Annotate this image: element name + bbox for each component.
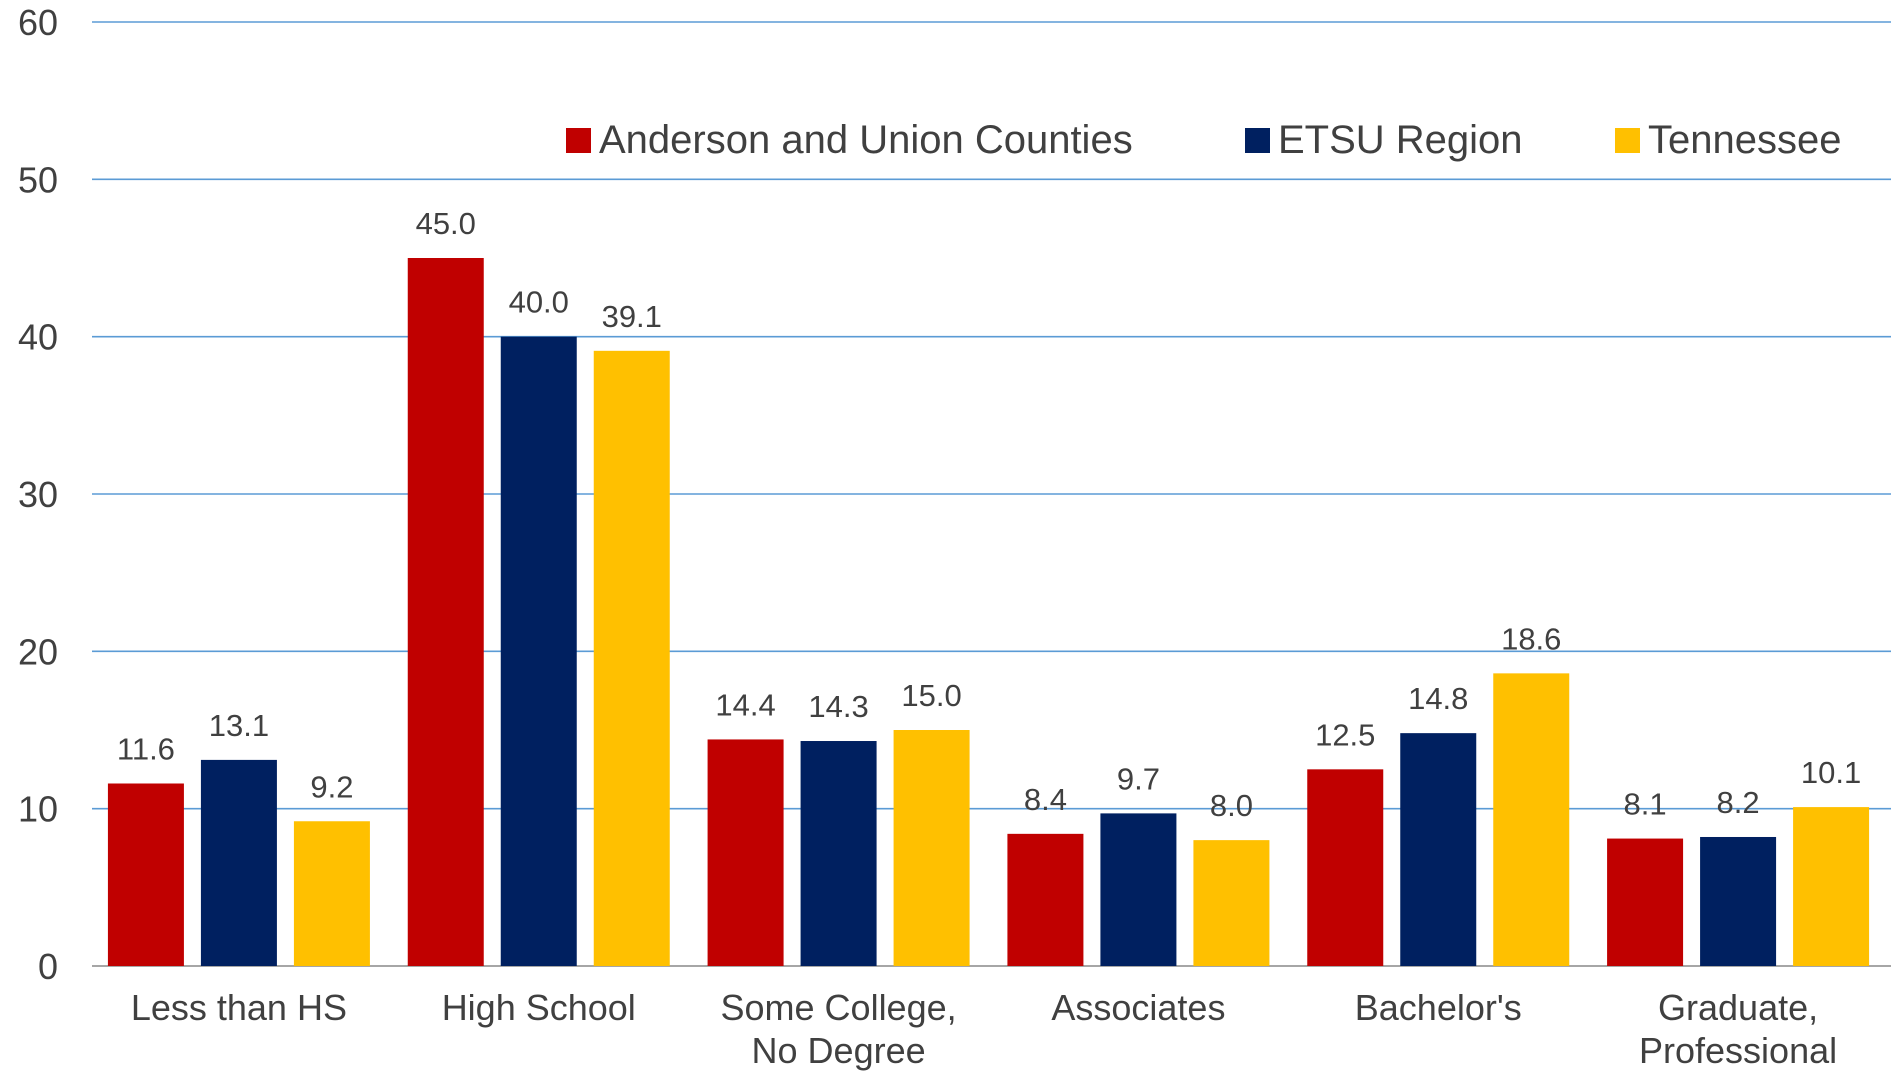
- data-label: 9.7: [1117, 761, 1160, 796]
- y-tick-label: 40: [18, 317, 58, 358]
- bar: [1400, 733, 1477, 966]
- data-labels: 11.6 13.1 9.2 45.0 40.0 39.1 14.4 14.3 15.0 8.4 9.…: [117, 206, 1861, 823]
- bar: [1700, 836, 1777, 966]
- legend: Anderson and Union Counties ETSU Region Te…: [566, 118, 1841, 162]
- x-tick-label: Less than HS: [131, 987, 347, 1028]
- y-tick-label: 0: [38, 946, 58, 987]
- data-label: 39.1: [602, 299, 662, 334]
- x-tick-label: Some College, No Degree: [721, 987, 957, 1071]
- x-axis-ticks: Less than HS High School Some College, No D…: [131, 987, 1837, 1071]
- data-label: 15.0: [901, 678, 961, 713]
- legend-swatch: [566, 128, 591, 153]
- bar: [107, 783, 184, 966]
- bar: [1193, 840, 1270, 966]
- y-tick-label: 60: [18, 2, 58, 43]
- bar: [893, 730, 970, 966]
- bar: [800, 741, 877, 966]
- bar: [407, 258, 484, 966]
- data-label: 11.6: [117, 731, 175, 766]
- bar: [1607, 838, 1684, 966]
- bar: [1493, 673, 1570, 966]
- data-label: 9.2: [310, 769, 353, 804]
- bar: [500, 336, 577, 967]
- x-tick-label: Associates: [1051, 987, 1225, 1028]
- data-label: 14.4: [715, 687, 775, 722]
- legend-label: ETSU Region: [1278, 118, 1523, 162]
- bar: [200, 759, 277, 966]
- bar: [1100, 813, 1177, 966]
- data-label: 14.3: [808, 689, 868, 724]
- y-tick-label: 50: [18, 159, 58, 200]
- y-axis-ticks: 0 10 20 30 40 50 60: [18, 2, 58, 987]
- data-label: 40.0: [509, 285, 569, 320]
- x-tick-label: High School: [442, 987, 636, 1028]
- y-tick-label: 20: [18, 631, 58, 672]
- data-label: 8.0: [1210, 788, 1253, 823]
- y-tick-label: 10: [18, 789, 58, 830]
- legend-swatch: [1615, 128, 1640, 153]
- legend-label: Tennessee: [1648, 118, 1841, 162]
- gridlines: [92, 21, 1891, 967]
- data-label: 8.4: [1024, 782, 1067, 817]
- data-label: 10.1: [1801, 755, 1861, 790]
- data-label: 12.5: [1315, 717, 1375, 752]
- data-label: 18.6: [1501, 621, 1561, 656]
- bar: [593, 350, 670, 966]
- data-label: 8.2: [1717, 785, 1760, 820]
- y-tick-label: 30: [18, 474, 58, 515]
- x-tick-label: Graduate, Professional: [1639, 987, 1837, 1071]
- legend-swatch: [1245, 128, 1270, 153]
- bar: [1793, 807, 1870, 966]
- bar: [293, 821, 370, 966]
- bars: [107, 258, 1870, 967]
- data-label: 8.1: [1624, 787, 1667, 822]
- x-tick-label: Bachelor's: [1355, 987, 1522, 1028]
- bar: [1307, 769, 1384, 966]
- data-label: 14.8: [1408, 681, 1468, 716]
- data-label: 13.1: [209, 708, 269, 743]
- legend-label: Anderson and Union Counties: [599, 118, 1133, 162]
- bar: [1007, 833, 1084, 966]
- bar: [707, 739, 784, 966]
- data-label: 45.0: [416, 206, 476, 241]
